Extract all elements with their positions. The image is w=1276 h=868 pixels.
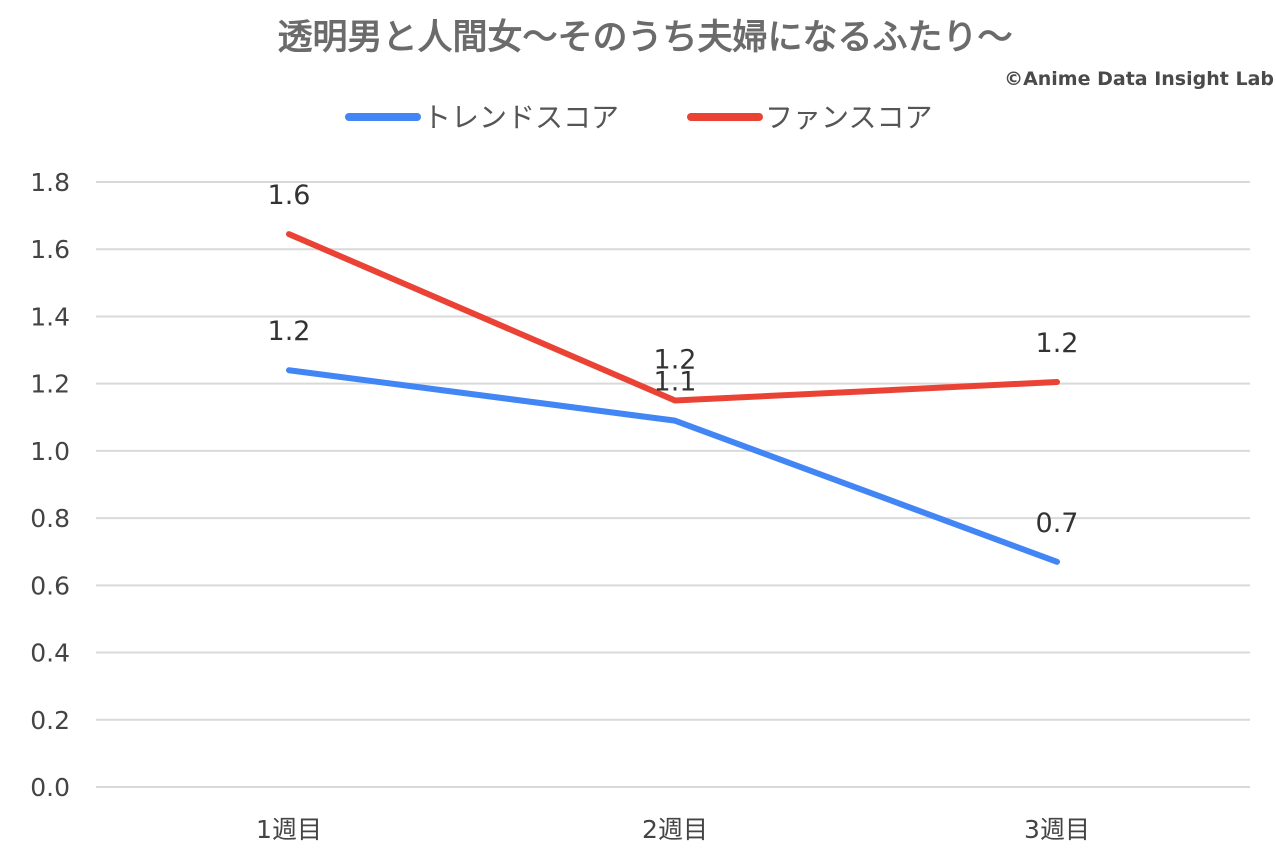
y-tick-label: 1.6 [30,235,70,264]
data-label: 0.7 [1036,508,1079,539]
data-label: 1.2 [654,344,697,375]
data-label: 1.2 [1036,328,1079,359]
y-tick-label: 1.2 [30,370,70,399]
y-tick-label: 0.8 [30,504,70,533]
y-axis: 0.0 0.2 0.4 0.6 0.8 1.0 1.2 1.4 1.6 1.8 [30,168,70,802]
data-point [1054,379,1060,385]
legend-label: ファンスコア [765,101,932,134]
y-tick-label: 1.0 [30,437,70,466]
x-axis: 1週目 2週目 3週目 [256,815,1090,844]
data-point [286,231,292,237]
data-labels: 1.21.10.71.61.21.2 [268,180,1079,539]
x-tick-label: 1週目 [256,815,322,844]
data-label: 1.6 [268,180,311,211]
legend-label: トレンドスコア [423,101,619,134]
y-tick-label: 0.0 [30,773,70,802]
y-tick-label: 1.4 [30,302,70,331]
data-point [1054,559,1060,565]
data-point [672,397,678,403]
x-tick-label: 2週目 [642,815,708,844]
series [286,231,1060,565]
chart-title: 透明男と人間女～そのうち夫婦になるふたり～ [277,17,1012,58]
data-point [286,367,292,373]
y-tick-label: 1.8 [30,168,70,197]
data-label: 1.2 [268,316,311,347]
gridlines [96,181,1250,788]
y-tick-label: 0.4 [30,639,70,668]
chart-credit: ©Anime Data Insight Lab [1004,68,1274,90]
legend: トレンドスコア ファンスコア [345,101,932,134]
data-label: 1.1 [654,367,697,398]
x-tick-label: 3週目 [1024,815,1090,844]
data-point [672,418,678,424]
y-tick-label: 0.6 [30,571,70,600]
y-tick-label: 0.2 [30,706,70,735]
